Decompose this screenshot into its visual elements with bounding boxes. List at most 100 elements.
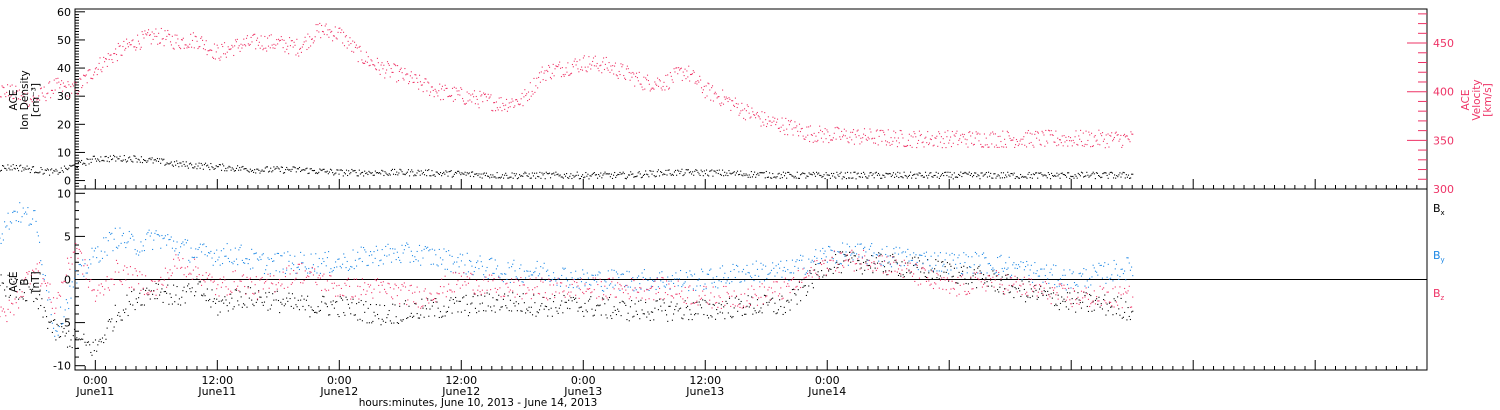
- density-series-point: [38, 172, 40, 174]
- velocity-series-point: [743, 117, 745, 119]
- velocity-series-point: [93, 71, 96, 73]
- velocity-series-point: [288, 53, 290, 55]
- series-By-point: [1026, 260, 1028, 263]
- velocity-series-point: [336, 38, 338, 40]
- density-series-point: [407, 169, 410, 171]
- velocity-series-point: [518, 104, 520, 106]
- density-series-point: [411, 169, 413, 171]
- density-series-point: [266, 166, 269, 168]
- series-Bx-point: [998, 291, 1000, 293]
- density-series-point: [121, 160, 123, 162]
- density-series-point: [618, 173, 620, 176]
- series-Bx-point: [352, 298, 354, 300]
- velocity-series-point: [801, 127, 803, 129]
- series-By-point: [504, 273, 506, 275]
- series-By-point: [1092, 264, 1094, 266]
- series-Bx-point: [918, 260, 921, 262]
- density-series-point: [745, 173, 747, 175]
- density-series-point: [417, 169, 419, 171]
- series-By-point: [491, 257, 493, 259]
- series-By-point: [204, 254, 206, 256]
- series-Bx-point: [610, 315, 612, 317]
- velocity-series-point: [89, 69, 91, 71]
- density-series-point: [256, 168, 258, 170]
- velocity-series-point: [126, 38, 128, 40]
- density-series-point: [1044, 174, 1046, 176]
- series-Bx-point: [1093, 309, 1095, 311]
- series-By-point: [244, 262, 246, 264]
- velocity-series-point: [222, 45, 224, 48]
- density-series-point: [944, 171, 946, 174]
- series-Bx-point: [1016, 277, 1018, 279]
- density-series-point: [873, 177, 875, 179]
- velocity-series-point: [383, 64, 385, 66]
- velocity-series-point: [210, 49, 212, 51]
- density-series-point: [1057, 175, 1059, 177]
- series-By-point: [374, 257, 376, 259]
- series-Bx-point: [162, 301, 164, 303]
- series-By-point: [537, 275, 539, 277]
- density-series-point: [153, 159, 155, 161]
- series-By-point: [0, 242, 2, 245]
- series-By-point: [660, 280, 662, 282]
- series-Bx-point: [145, 289, 147, 292]
- series-By-point: [578, 287, 580, 289]
- velocity-tick-label: 450: [1433, 37, 1454, 50]
- density-series-point: [869, 172, 871, 174]
- velocity-series-point: [845, 130, 847, 132]
- density-series-point: [276, 166, 278, 168]
- density-series-point: [263, 170, 265, 172]
- series-Bx-point: [657, 309, 659, 311]
- velocity-series-point: [544, 70, 546, 72]
- series-Bx-point: [107, 320, 109, 322]
- velocity-series-point: [742, 109, 744, 111]
- velocity-series-point: [693, 71, 695, 73]
- density-series-point: [367, 173, 369, 176]
- series-Bx-point: [696, 301, 698, 303]
- density-series-point: [351, 168, 353, 171]
- velocity-series-point: [480, 95, 482, 97]
- velocity-series-point: [436, 92, 438, 94]
- series-By-point: [273, 260, 275, 262]
- series-By-point: [399, 259, 401, 261]
- series-Bx-point: [774, 302, 776, 304]
- series-By-point: [451, 255, 453, 257]
- series-By-point: [508, 267, 510, 269]
- velocity-series-point: [847, 141, 849, 143]
- velocity-series-point: [1065, 136, 1067, 138]
- series-By-point: [483, 274, 485, 276]
- density-series-point: [175, 164, 177, 166]
- velocity-series-point: [535, 85, 537, 87]
- velocity-series-point: [875, 130, 877, 132]
- series-Bx-point: [746, 305, 748, 307]
- density-series-point: [807, 175, 809, 178]
- velocity-series-point: [689, 80, 691, 82]
- series-Bx-point: [227, 310, 229, 312]
- velocity-series-point: [1081, 145, 1083, 147]
- density-series-point: [568, 177, 570, 179]
- series-By-point: [680, 269, 682, 272]
- series-By-point: [535, 267, 537, 269]
- velocity-series-point: [422, 91, 424, 93]
- series-By-point: [40, 260, 42, 262]
- density-series-point: [469, 175, 471, 177]
- series-Bx-point: [934, 268, 936, 270]
- density-series-point: [372, 174, 374, 176]
- density-series-point: [21, 170, 23, 172]
- velocity-series-point: [4, 93, 6, 95]
- density-series-point: [99, 161, 101, 163]
- density-series-point: [157, 160, 160, 162]
- series-Bx-point: [741, 314, 743, 317]
- series-Bx-point: [964, 278, 966, 280]
- density-series-point: [364, 170, 366, 172]
- velocity-series-point: [1112, 138, 1115, 140]
- series-By-point: [219, 264, 221, 266]
- velocity-series-point: [485, 96, 487, 98]
- velocity-series-point: [866, 139, 868, 141]
- density-series-point: [1073, 177, 1075, 179]
- velocity-series-point: [1109, 134, 1111, 136]
- density-series-point: [116, 156, 118, 158]
- series-Bx-point: [307, 295, 309, 297]
- velocity-series-point: [1100, 133, 1102, 135]
- density-series-point: [428, 169, 430, 171]
